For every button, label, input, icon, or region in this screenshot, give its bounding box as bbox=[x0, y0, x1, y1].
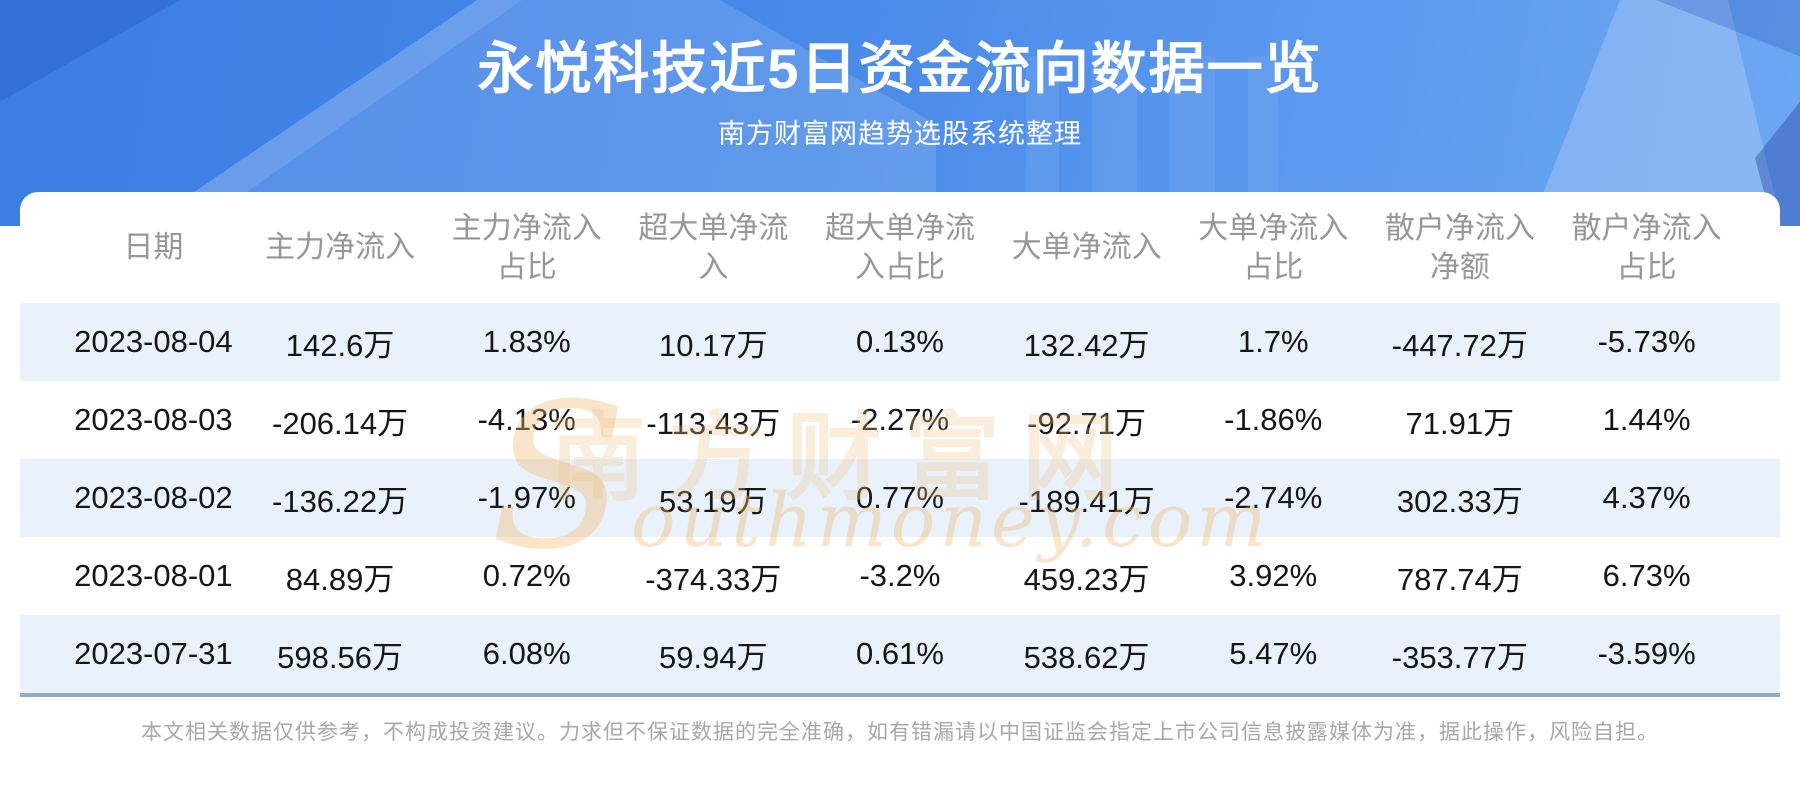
cell-value: 142.6万 bbox=[285, 327, 395, 363]
cell-value: -113.43万 bbox=[646, 405, 781, 441]
cell-value: -4.13% bbox=[477, 402, 576, 437]
table-row: 2023-08-01 84.89万 0.72% -374.33万 -3.2% 4… bbox=[20, 537, 1780, 615]
cell-value: 1.83% bbox=[482, 324, 571, 359]
cell-value: -136.22万 bbox=[272, 483, 409, 519]
fund-flow-card: 日期 主力净流入 主力净流入占比 超大单净流入 超大单净流入占比 大单净流入 大… bbox=[20, 192, 1780, 697]
disclaimer-text: 本文相关数据仅供参考，不构成投资建议。力求但不保证数据的完全准确，如有错漏请以中… bbox=[141, 721, 1659, 744]
cell-value: -2.74% bbox=[1224, 480, 1323, 515]
col-header-large-order-net-inflow: 大单净流入 bbox=[1011, 231, 1162, 264]
cell-value: -3.59% bbox=[1597, 636, 1696, 671]
cell-value: -353.77万 bbox=[1391, 639, 1528, 675]
col-header-xl-order-net-inflow: 超大单净流入 bbox=[638, 211, 789, 284]
cell-value: 1.7% bbox=[1237, 324, 1309, 359]
cell-value: 598.56万 bbox=[277, 639, 403, 675]
cell-value: 132.42万 bbox=[1023, 327, 1150, 363]
cell-value: -3.2% bbox=[859, 558, 941, 593]
cell-value: 459.23万 bbox=[1023, 561, 1150, 597]
col-header-date: 日期 bbox=[123, 231, 184, 264]
col-header-large-order-net-inflow-ratio: 大单净流入占比 bbox=[1198, 211, 1349, 284]
col-header-xl-order-net-inflow-ratio: 超大单净流入占比 bbox=[824, 211, 975, 284]
cell-value: 5.47% bbox=[1229, 636, 1318, 671]
cell-value: 787.74万 bbox=[1396, 561, 1523, 597]
cell-value: 538.62万 bbox=[1023, 639, 1150, 675]
cell-value: -206.14万 bbox=[272, 405, 409, 441]
cell-value: 1.44% bbox=[1602, 402, 1691, 437]
cell-value: 3.92% bbox=[1229, 558, 1318, 593]
cell-value: 71.91万 bbox=[1405, 405, 1515, 441]
cell-value: 6.08% bbox=[482, 636, 571, 671]
cell-date: 2023-08-01 bbox=[74, 558, 233, 593]
cell-date: 2023-08-03 bbox=[74, 402, 233, 437]
cell-value: 4.37% bbox=[1602, 480, 1691, 515]
cell-date: 2023-08-02 bbox=[74, 480, 233, 515]
col-header-retail-net-inflow-amount: 散户净流入净额 bbox=[1384, 211, 1535, 284]
fund-flow-table: 日期 主力净流入 主力净流入占比 超大单净流入 超大单净流入占比 大单净流入 大… bbox=[20, 192, 1780, 693]
col-header-main-net-inflow: 主力净流入 bbox=[265, 231, 416, 264]
cell-value: 10.17万 bbox=[659, 327, 768, 363]
cell-value: 0.72% bbox=[482, 558, 571, 593]
cell-value: -447.72万 bbox=[1391, 327, 1528, 363]
cell-date: 2023-08-04 bbox=[74, 324, 233, 359]
table-row: 2023-08-04 142.6万 1.83% 10.17万 0.13% 132… bbox=[20, 303, 1780, 381]
table-row: 2023-08-03 -206.14万 -4.13% -113.43万 -2.2… bbox=[20, 381, 1780, 459]
col-header-retail-net-inflow-ratio: 散户净流入占比 bbox=[1571, 211, 1722, 284]
cell-value: 302.33万 bbox=[1396, 483, 1523, 519]
cell-date: 2023-07-31 bbox=[74, 636, 233, 671]
cell-value: -1.86% bbox=[1224, 402, 1323, 437]
cell-value: -5.73% bbox=[1597, 324, 1696, 359]
cell-value: -374.33万 bbox=[645, 561, 782, 597]
cell-value: 0.13% bbox=[856, 324, 944, 359]
cell-value: 6.73% bbox=[1602, 558, 1691, 593]
cell-value: -2.27% bbox=[850, 402, 950, 437]
cell-value: -189.41万 bbox=[1018, 483, 1155, 519]
cell-value: 0.61% bbox=[856, 636, 944, 671]
table-header-row: 日期 主力净流入 主力净流入占比 超大单净流入 超大单净流入占比 大单净流入 大… bbox=[20, 192, 1780, 303]
table-row: 2023-08-02 -136.22万 -1.97% 53.19万 0.77% … bbox=[20, 459, 1780, 537]
col-header-main-net-inflow-ratio: 主力净流入占比 bbox=[451, 211, 602, 284]
page-subtitle: 南方财富网趋势选股系统整理 bbox=[718, 119, 1082, 149]
cell-value: 0.77% bbox=[856, 480, 944, 515]
page-title: 永悦科技近5日资金流向数据一览 bbox=[477, 37, 1323, 100]
table-row: 2023-07-31 598.56万 6.08% 59.94万 0.61% 53… bbox=[20, 615, 1780, 693]
cell-value: 53.19万 bbox=[659, 483, 768, 519]
cell-value: 59.94万 bbox=[659, 639, 768, 675]
cell-value: -92.71万 bbox=[1027, 405, 1147, 441]
cell-value: -1.97% bbox=[477, 480, 576, 515]
cell-value: 84.89万 bbox=[285, 561, 395, 597]
